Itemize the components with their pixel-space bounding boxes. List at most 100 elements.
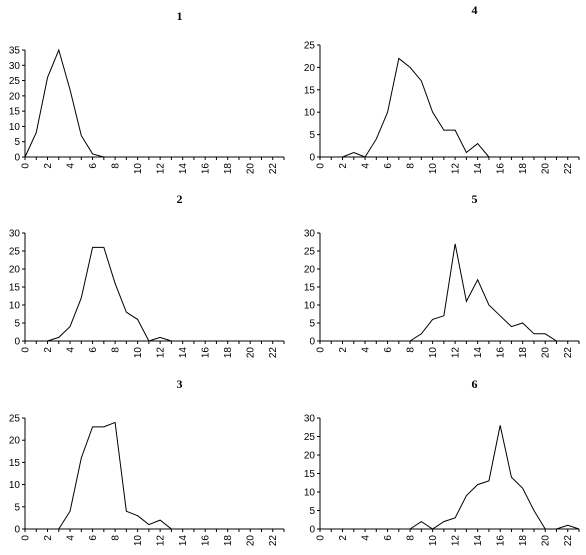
x-tick-label: 4 (361, 163, 372, 169)
x-tick-label: 20 (246, 535, 257, 547)
chart-panel-3: 3 0 5 10 15 20 25 0 2 4 6 8 10 12 14 16 18 20 22 (9, 377, 285, 547)
x-tick-label: 10 (428, 535, 439, 547)
x-tick-label: 14 (473, 347, 484, 359)
x-tick-label: 16 (496, 163, 507, 175)
x-tick-label: 18 (518, 163, 529, 175)
x-tick-label: 10 (428, 163, 439, 175)
x-tick-label: 4 (361, 535, 372, 541)
x-tick-label: 2 (43, 163, 54, 169)
x-tick-label: 14 (178, 535, 189, 547)
y-tick-label: 25 (9, 76, 21, 87)
y-tick-label: 10 (9, 122, 21, 133)
x-tick-label: 20 (246, 347, 257, 359)
chart-title: 2 (177, 192, 183, 206)
chart-panel-4: 4 0 5 10 15 20 25 0 2 4 6 8 10 12 14 16 18 20 22 (304, 3, 580, 175)
x-tick-label: 22 (268, 347, 279, 359)
x-tick-label: 6 (383, 535, 394, 541)
chart-title: 3 (177, 377, 183, 391)
x-tick-label: 14 (473, 535, 484, 547)
y-tick-label: 30 (304, 414, 316, 425)
y-tick-label: 25 (9, 247, 21, 258)
chart-title: 5 (472, 192, 478, 206)
y-tick-label: 15 (304, 283, 316, 294)
y-tick-label: 30 (304, 229, 316, 240)
x-tick-label: 22 (268, 163, 279, 175)
x-tick-label: 4 (361, 347, 372, 353)
y-tick-label: 15 (9, 458, 21, 469)
y-tick-label: 30 (9, 61, 21, 72)
x-tick-label: 2 (338, 163, 349, 169)
x-tick-label: 14 (178, 163, 189, 175)
x-tick-label: 0 (316, 163, 327, 169)
y-tick-label: 0 (14, 153, 20, 164)
x-tick-label: 8 (111, 535, 122, 541)
y-tick-label: 5 (309, 506, 315, 517)
x-tick-label: 4 (66, 535, 77, 541)
x-tick-label: 20 (541, 163, 552, 175)
y-tick-label: 35 (9, 46, 21, 57)
x-tick-label: 0 (21, 347, 32, 353)
y-tick-label: 10 (304, 301, 316, 312)
y-tick-label: 15 (9, 107, 21, 118)
x-tick-label: 8 (406, 535, 417, 541)
x-tick-label: 20 (246, 163, 257, 175)
series-line (47, 246, 172, 342)
x-tick-label: 14 (178, 347, 189, 359)
x-tick-label: 18 (518, 535, 529, 547)
chart-panel-5: 5 0 5 10 15 20 25 30 0 2 4 6 8 10 12 14 16 18 20 22 (304, 192, 580, 359)
x-tick-label: 6 (88, 535, 99, 541)
x-tick-label: 8 (111, 347, 122, 353)
y-tick-label: 25 (304, 41, 316, 52)
x-tick-label: 12 (156, 163, 167, 175)
x-tick-label: 6 (383, 163, 394, 169)
x-tick-label: 20 (541, 347, 552, 359)
x-tick-label: 22 (268, 535, 279, 547)
x-tick-label: 16 (201, 163, 212, 175)
y-tick-label: 0 (309, 525, 315, 536)
y-tick-label: 20 (9, 436, 21, 447)
y-tick-label: 5 (309, 319, 315, 330)
y-tick-label: 0 (14, 337, 20, 348)
x-tick-label: 6 (88, 347, 99, 353)
x-tick-label: 14 (473, 163, 484, 175)
y-tick-label: 15 (304, 469, 316, 480)
y-tick-label: 5 (309, 130, 315, 141)
y-tick-label: 25 (9, 414, 21, 425)
y-tick-label: 30 (9, 229, 21, 240)
x-tick-label: 10 (428, 347, 439, 359)
y-tick-label: 5 (14, 137, 20, 148)
x-tick-label: 16 (496, 535, 507, 547)
y-tick-label: 25 (304, 247, 316, 258)
x-tick-label: 2 (338, 535, 349, 541)
x-tick-label: 16 (201, 347, 212, 359)
x-tick-label: 4 (66, 163, 77, 169)
x-tick-label: 6 (383, 347, 394, 353)
x-tick-label: 12 (451, 163, 462, 175)
x-tick-label: 10 (133, 535, 144, 547)
series-line (24, 48, 104, 158)
y-tick-label: 0 (309, 337, 315, 348)
x-tick-label: 16 (496, 347, 507, 359)
y-tick-label: 15 (304, 85, 316, 96)
y-tick-label: 0 (14, 525, 20, 536)
x-tick-label: 18 (518, 347, 529, 359)
chart-title: 1 (177, 9, 183, 23)
x-tick-label: 12 (451, 535, 462, 547)
x-tick-label: 10 (133, 347, 144, 359)
x-tick-label: 20 (541, 535, 552, 547)
x-tick-label: 12 (156, 535, 167, 547)
y-tick-label: 5 (14, 502, 20, 513)
series-line (342, 57, 490, 158)
x-tick-label: 8 (406, 347, 417, 353)
x-tick-label: 8 (406, 163, 417, 169)
y-tick-label: 10 (9, 480, 21, 491)
chart-panel-6: 6 0 5 10 15 20 25 30 0 2 4 6 8 10 12 14 16 18 20 22 (304, 377, 580, 547)
y-tick-label: 10 (304, 488, 316, 499)
series-line (409, 243, 557, 342)
x-tick-label: 0 (21, 163, 32, 169)
x-tick-label: 22 (563, 347, 574, 359)
x-tick-label: 22 (563, 535, 574, 547)
